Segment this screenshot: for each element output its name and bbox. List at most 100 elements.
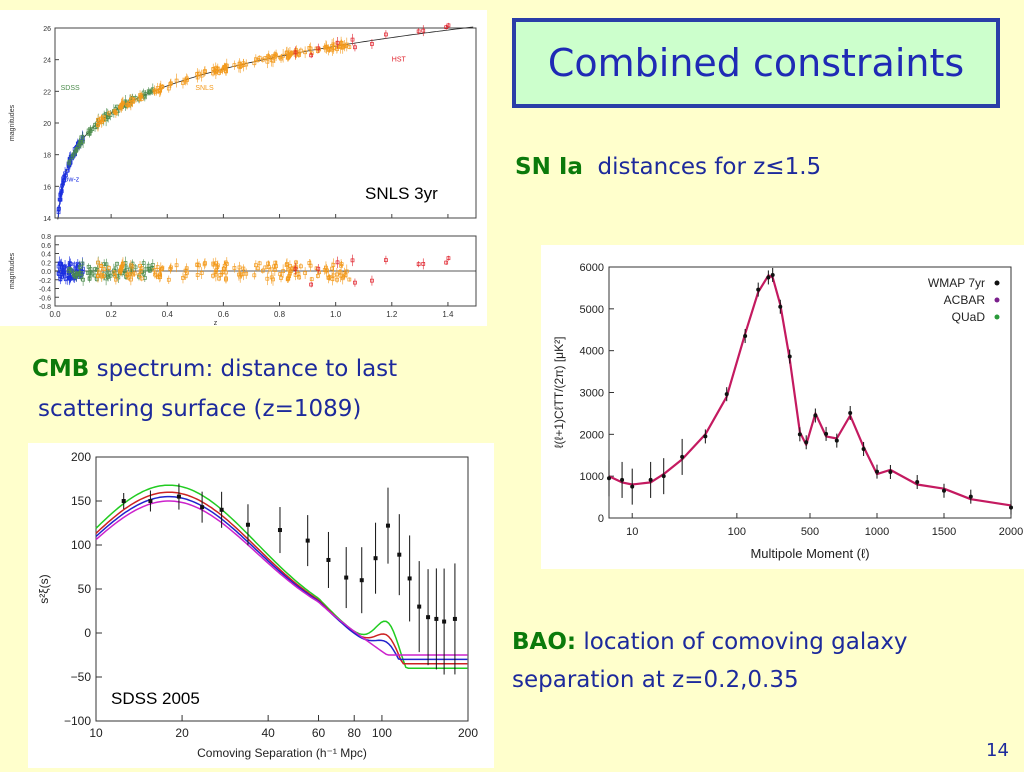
x-axis-label: z [214,320,218,326]
data-point [359,578,364,583]
sn-point [69,155,74,160]
residual-point [113,266,118,271]
data-point [968,494,973,499]
sn-point [130,97,135,101]
residual-point [130,264,135,269]
sn-point [316,46,321,51]
legend-entry: QUaD [952,310,986,324]
x-axis-label: Comoving Separation (h⁻¹ Mpc) [197,746,367,760]
y-tick-label: -0.8 [39,304,51,311]
residual-point [416,262,421,267]
sn-point [215,67,220,72]
data-point [620,477,625,482]
residual-point [288,269,293,273]
sn-point [147,90,151,95]
residual-point [294,260,298,265]
data-point [148,499,153,503]
sn-point [126,103,131,108]
y-axis-label: ℓ(ℓ+1)CℓTT/(2π) [μK²] [552,337,566,449]
residual-point [353,280,357,285]
residual-point [266,265,271,269]
residual-point [141,261,146,266]
sn-point [64,173,68,178]
legend-marker [994,280,1000,286]
residual-point [237,265,242,270]
x-tick-label: 500 [801,526,819,538]
residual-point [316,274,320,278]
x-tick-label: 80 [348,726,362,740]
residual-point [335,277,339,282]
slide-title: Combined constraints [547,41,965,85]
y-tick-label: 2000 [580,429,604,441]
data-point [305,538,310,543]
y-tick-label: 0.4 [41,252,51,259]
cmb-line1: spectrum: distance to last [96,356,398,382]
y-tick-label: 0.6 [41,243,51,250]
residual-point [239,272,243,277]
x-tick-label: 100 [728,526,746,538]
residual-point [285,262,289,266]
slide-number: 14 [986,740,1009,761]
residual-point [195,273,200,277]
residual-point [56,264,61,269]
residual-point [86,264,91,269]
sn-point [317,47,321,52]
residual-point [421,262,426,266]
bao-caption: BAO: location of comoving galaxy separat… [512,625,908,697]
data-point [397,552,402,557]
x-tick-label: 0.2 [106,310,118,319]
sn-point [331,46,336,50]
x-tick-label: 1.4 [442,310,454,319]
data-point [648,477,653,482]
bao-correlation-figure: −100 −50 0 50 100 150 200 10 20 40 60 80 100 200 Comov… [28,443,494,768]
model-curve [95,500,468,656]
sn-point [202,69,207,74]
sn-point [281,53,285,58]
data-point [797,432,802,437]
x-tick-label: 1.0 [330,310,342,319]
residual-point [106,273,111,278]
y-tick-label: 0 [598,513,604,525]
residual-point [74,271,79,276]
y-axis-label: s²ξ(s) [37,574,51,603]
residual-point [85,271,90,275]
data-point [219,507,224,512]
data-point [442,619,447,624]
sn-point [154,89,159,94]
residual-point [299,264,303,269]
x-tick-label: 2000 [999,526,1023,538]
sn-point [347,45,352,49]
sn-point [79,141,83,146]
residual-point [297,275,302,280]
residual-point [350,258,355,263]
sn-point [324,45,329,50]
sn-point [102,115,106,120]
cmb-caption: CMB spectrum: distance to last scatterin… [32,352,397,426]
residual-point [166,277,171,282]
residual-point [217,276,221,281]
residual-point [223,260,228,265]
residual-point [260,268,265,273]
sn-point [344,42,349,47]
data-point [743,334,748,339]
residual-point [286,276,290,280]
residual-point [288,271,292,276]
residual-point [93,267,97,271]
data-point [200,505,205,510]
residual-point [57,272,61,276]
bao-plot-svg: −100 −50 0 50 100 150 200 10 20 40 60 80 100 200 Comov… [37,450,478,760]
residual-point [126,275,131,280]
bao-line1: location of comoving galaxy [583,629,908,655]
data-point [661,474,666,479]
y-tick-label: -0.6 [39,295,51,302]
residual-point [335,260,340,265]
y-tick-label: 26 [43,26,51,33]
sn-point [66,162,71,167]
data-point [834,438,839,443]
residual-point [96,260,100,265]
residual-point [88,267,93,271]
sn-point [107,111,111,116]
legend-snls: SNLS [195,85,214,92]
residual-point [56,271,61,276]
sn-point [114,111,118,115]
